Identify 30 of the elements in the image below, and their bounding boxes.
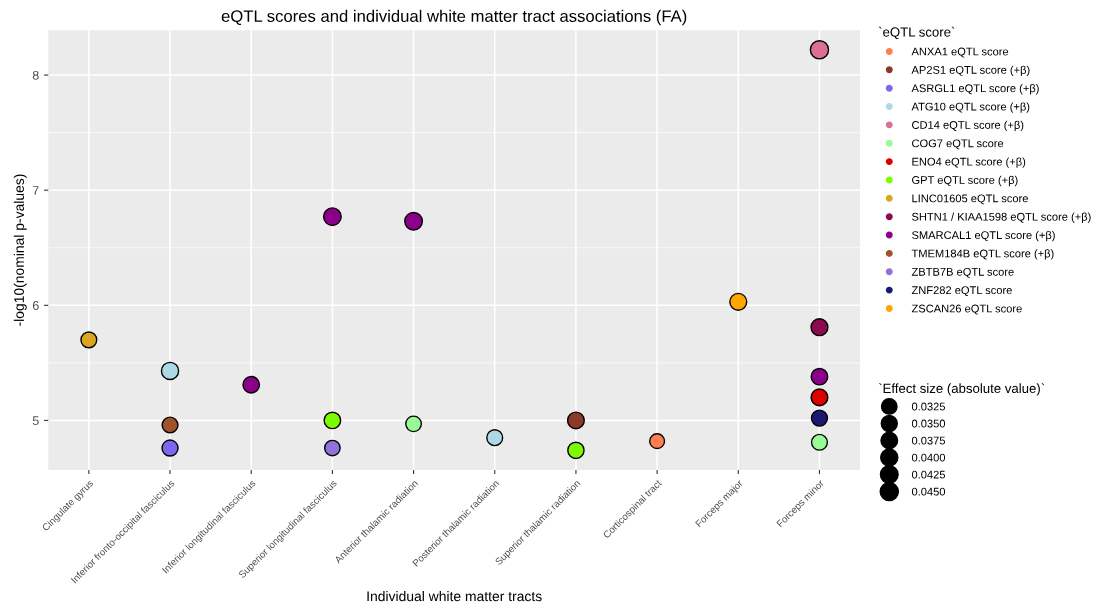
legend-label: ASRGL1 eQTL score (+β) [911,84,1039,95]
legend-label: ZSCAN26 eQTL score [911,304,1022,315]
legend-label: COG7 eQTL score [912,139,1004,150]
legend-label: SMARCAL1 eQTL score (+β) [912,230,1055,242]
legend-label: ZNF282 eQTL score [911,286,1012,297]
legend-label: 0.0350 [911,419,946,428]
y-axis-title: -log10(nominal p-values) [13,174,27,326]
legend-label: TMEM184B eQTL score (+β) [911,249,1054,260]
legend-label: ATG10 eQTL score (+β) [911,102,1030,113]
legend-label: 0.0400 [911,453,946,462]
legend-label: LINC01605 eQTL score [912,194,1028,205]
legend-label: ANXA1 eQTL score [911,47,1009,58]
y-tick-label: 7 [32,186,39,195]
legend-label: 0.0450 [911,487,946,496]
legend-label: 0.0375 [911,436,946,445]
y-tick-label: 8 [32,70,39,80]
legend-label: ENO4 eQTL score (+β) [912,157,1026,168]
x-axis-title: Individual white matter tracts [367,591,542,602]
legend-title: `eQTL score` [878,26,955,40]
legend-label: ZBTB7B eQTL score [911,267,1014,278]
legend-label: GPT eQTL score (+β) [912,175,1018,187]
legend-label: CD14 eQTL score (+β) [912,120,1024,132]
y-tick-label: 5 [32,416,39,426]
y-tick-label: 6 [32,301,39,310]
legend-label: 0.0325 [911,402,946,411]
chart-title: eQTL scores and individual white matter tract associations (FA) [221,9,687,26]
legend-label: 0.0425 [911,470,946,479]
text: `Effect size (absolute value)` [878,383,1045,396]
legend-label: AP2S1 eQTL score (+β) [911,65,1030,77]
legend-label: SHTN1 / KIAA1598 eQTL score (+β) [912,212,1091,223]
